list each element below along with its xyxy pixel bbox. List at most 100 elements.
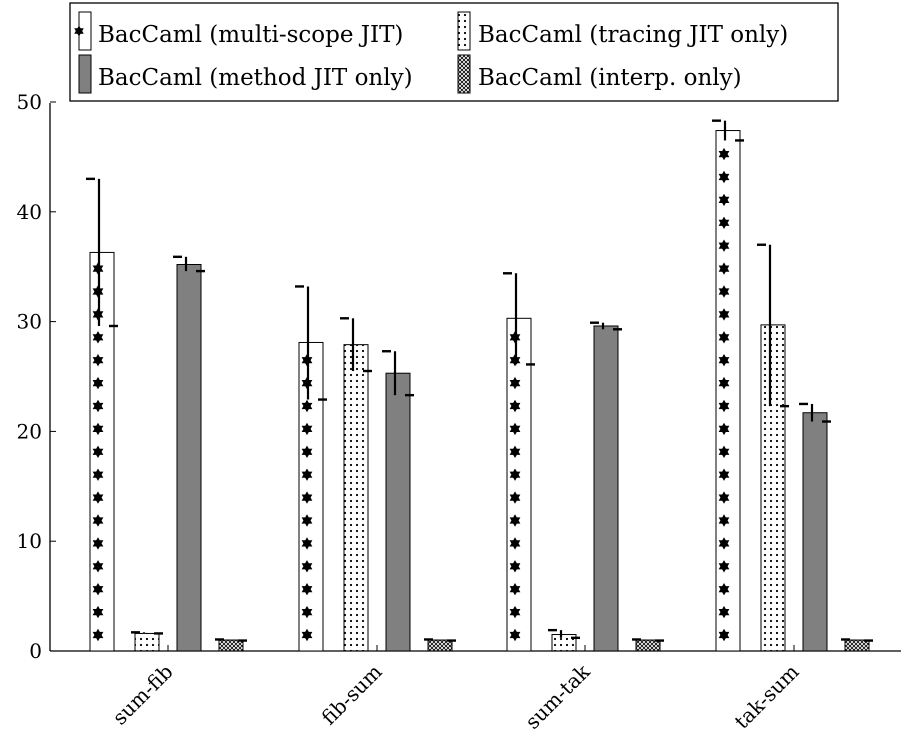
- bar-star-mark: [92, 560, 104, 573]
- bar-star-mark-tri-down: [509, 448, 521, 458]
- bar-star-mark: [92, 331, 104, 344]
- legend-swatch-method: [78, 54, 92, 94]
- bar-star-mark-tri-down: [92, 402, 104, 413]
- bar-star-mark-tri-down: [509, 609, 521, 619]
- bar-star-mark-tri-down: [92, 517, 104, 527]
- bar-star-mark-tri-down: [301, 540, 313, 550]
- bar-star-mark: [718, 216, 730, 229]
- bar-star-mark: [718, 193, 730, 207]
- bar-star-mark: [301, 399, 313, 413]
- bar-stars-sum-fib: [89, 251, 115, 652]
- y-tick-label: 10: [17, 529, 42, 553]
- bar-star-mark-tri-down: [92, 563, 104, 573]
- legend-swatch-interp: [457, 54, 471, 94]
- bar-star-mark-tri-down: [718, 196, 730, 207]
- bar-dots-fib-sum: [343, 344, 369, 652]
- bar-star-mark: [509, 605, 521, 619]
- bar-solid-fib-sum: [385, 372, 411, 652]
- x-tick-label: fib-sum: [317, 660, 387, 730]
- bar-star-mark: [92, 628, 104, 642]
- bar-star-mark: [92, 354, 104, 367]
- bar-star-mark: [301, 491, 313, 504]
- bar-star-mark-tri-down: [92, 334, 104, 344]
- bar-star-mark-tri-down: [509, 471, 521, 481]
- bar-star-mark: [92, 422, 104, 436]
- y-tick-label: 40: [17, 200, 42, 224]
- legend: BacCaml (multi-scope JIT) BacCaml (traci…: [69, 2, 839, 102]
- bar-star-mark: [718, 514, 730, 527]
- bar-star-mark: [718, 239, 730, 252]
- legend-swatch-tracing: [457, 11, 471, 51]
- legend-label-multi-scope: BacCaml (multi-scope JIT): [98, 22, 403, 48]
- bar-star-mark: [718, 445, 730, 458]
- bar-star-mark-tri-down: [92, 586, 104, 596]
- bar-star-mark-tri-down: [718, 631, 730, 642]
- bar-star-mark-tri-down: [92, 540, 104, 550]
- bar-star-mark: [301, 605, 313, 619]
- legend-entry-interp: BacCaml (interp. only): [457, 54, 742, 94]
- bar-star-mark: [301, 628, 313, 642]
- bar-star-mark-tri-down: [718, 242, 730, 252]
- bar-stars-sum-tak: [506, 317, 532, 652]
- bar-crosshatch-sum-fib: [218, 639, 244, 652]
- x-ticks: sum-fib fib-sum sum-tak tak-sum: [108, 645, 804, 734]
- legend-entry-method: BacCaml (method JIT only): [78, 54, 413, 94]
- bar-star-mark-tri-down: [301, 609, 313, 619]
- bar-star-mark: [718, 468, 730, 481]
- error-bars: [86, 119, 873, 642]
- bar-star-mark-tri-down: [718, 471, 730, 481]
- bar-star-mark: [301, 583, 313, 596]
- bar-solid-sum-tak: [593, 325, 619, 652]
- bar-star-mark: [718, 262, 730, 275]
- bar-star-mark: [509, 514, 521, 527]
- bar-star-mark: [718, 308, 730, 321]
- bar-star-mark: [509, 376, 521, 390]
- bar-crosshatch-sum-tak: [635, 639, 661, 652]
- bar-dots-tak-sum: [760, 324, 786, 652]
- bar-star-mark-tri-down: [509, 425, 521, 436]
- bar-star-mark: [718, 583, 730, 596]
- bar-crosshatch-fib-sum: [427, 639, 453, 652]
- bar-star-mark: [718, 605, 730, 619]
- bar-star-mark: [718, 560, 730, 573]
- bar-star-mark-tri-down: [301, 425, 313, 436]
- bar-star-mark-tri-down: [509, 517, 521, 527]
- bar-star-mark: [92, 445, 104, 458]
- bar-star-mark: [92, 491, 104, 504]
- bar-solid-sum-fib: [176, 264, 202, 652]
- bar-star-mark-tri-down: [92, 425, 104, 436]
- bar-star-mark: [92, 468, 104, 481]
- bar-star-mark: [718, 399, 730, 413]
- bar-star-mark: [509, 422, 521, 436]
- bar-star-mark-tri-down: [301, 586, 313, 596]
- bar-star-mark: [718, 628, 730, 642]
- bar-star-mark-tri-down: [92, 471, 104, 481]
- bar-star-mark: [509, 560, 521, 573]
- bar-star-mark: [301, 560, 313, 573]
- bar-star-mark: [301, 422, 313, 436]
- x-tick-label: sum-fib: [108, 660, 178, 730]
- bar-star-mark: [509, 537, 521, 550]
- bar-star-mark-tri-down: [92, 609, 104, 619]
- bar-star-mark-tri-down: [301, 494, 313, 504]
- bar-star-mark-tri-down: [92, 380, 104, 390]
- legend-label-interp: BacCaml (interp. only): [478, 65, 742, 91]
- bar-crosshatch-tak-sum: [844, 639, 870, 652]
- bar-star-mark: [509, 468, 521, 481]
- bar-star-mark-tri-down: [718, 425, 730, 436]
- bar-star-mark-tri-down: [718, 586, 730, 596]
- bar-star-mark-tri-down: [509, 494, 521, 504]
- bar-star-mark: [509, 399, 521, 413]
- bar-star-mark-tri-down: [718, 288, 730, 298]
- bar-solid-tak-sum: [802, 412, 828, 652]
- bar-star-mark: [718, 170, 730, 184]
- bar-dots-sum-tak: [551, 634, 577, 652]
- bar-star-mark-tri-down: [301, 517, 313, 527]
- legend-star-mark: [74, 25, 84, 37]
- bar-star-mark: [509, 583, 521, 596]
- legend-star-mark-tri-down: [74, 28, 84, 37]
- bar-star-mark-tri-down: [718, 448, 730, 458]
- y-tick-label: 50: [17, 90, 42, 114]
- y-tick-label: 30: [17, 310, 42, 334]
